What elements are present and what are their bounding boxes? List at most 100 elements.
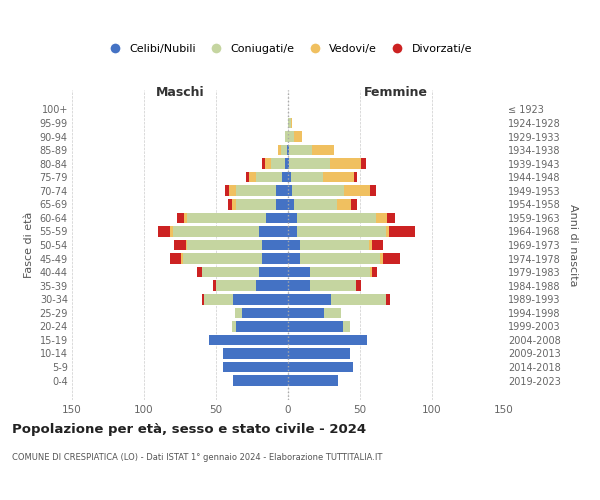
Bar [299,240,368,250]
Bar [289,145,313,156]
Bar [256,172,282,182]
Bar [310,267,370,278]
Bar [236,199,277,209]
Bar [288,321,343,332]
Bar [324,308,341,318]
Bar [337,199,352,209]
Legend: Celibi/Nubili, Coniugati/e, Vedovi/e, Divorzati/e: Celibi/Nubili, Coniugati/e, Vedovi/e, Di… [100,40,476,58]
Bar [296,226,386,236]
Bar [371,267,377,278]
Bar [285,131,288,142]
Bar [278,145,281,156]
Bar [361,158,366,169]
Bar [187,212,266,223]
Bar [183,254,262,264]
Bar [356,280,361,291]
Bar [186,240,187,250]
Bar [352,199,357,209]
Bar [223,348,288,359]
Bar [288,212,296,223]
Bar [174,240,186,250]
Bar [294,131,302,142]
Bar [370,186,376,196]
Bar [187,240,262,250]
Bar [288,240,299,250]
Bar [181,254,183,264]
Bar [371,240,383,250]
Bar [282,172,288,182]
Bar [344,186,370,196]
Bar [343,321,350,332]
Bar [281,145,287,156]
Bar [233,376,288,386]
Bar [288,254,299,264]
Bar [299,254,380,264]
Bar [224,186,229,196]
Bar [288,158,289,169]
Bar [287,145,288,156]
Bar [288,308,324,318]
Bar [236,321,288,332]
Bar [246,172,249,182]
Bar [292,186,344,196]
Bar [229,186,236,196]
Text: Popolazione per età, sesso e stato civile - 2024: Popolazione per età, sesso e stato civil… [12,422,366,436]
Bar [202,267,259,278]
Bar [259,226,288,236]
Bar [289,158,330,169]
Bar [389,226,415,236]
Bar [288,226,296,236]
Bar [291,118,292,128]
Bar [288,199,294,209]
Bar [262,158,265,169]
Bar [202,294,205,304]
Bar [294,199,337,209]
Bar [173,226,259,236]
Bar [277,199,288,209]
Bar [288,334,367,345]
Bar [310,280,356,291]
Bar [177,212,184,223]
Bar [242,308,288,318]
Bar [213,280,216,291]
Bar [368,240,371,250]
Bar [288,280,310,291]
Bar [262,240,288,250]
Bar [256,280,288,291]
Bar [277,186,288,196]
Bar [209,334,288,345]
Bar [288,376,338,386]
Bar [232,321,236,332]
Bar [265,158,271,169]
Bar [331,294,386,304]
Bar [323,172,354,182]
Bar [158,226,170,236]
Y-axis label: Fasce di età: Fasce di età [24,212,34,278]
Bar [170,254,181,264]
Bar [285,158,288,169]
Bar [288,348,350,359]
Bar [170,226,173,236]
Text: Maschi: Maschi [155,86,205,98]
Bar [370,267,371,278]
Bar [223,362,288,372]
Bar [216,280,256,291]
Bar [259,267,288,278]
Bar [388,212,395,223]
Bar [197,267,202,278]
Bar [383,254,400,264]
Bar [233,294,288,304]
Bar [227,199,232,209]
Bar [236,186,277,196]
Bar [288,131,294,142]
Bar [288,294,331,304]
Bar [376,212,388,223]
Bar [288,186,292,196]
Bar [184,212,187,223]
Bar [271,158,285,169]
Bar [313,145,334,156]
Bar [288,118,291,128]
Bar [296,212,376,223]
Bar [235,308,242,318]
Bar [249,172,256,182]
